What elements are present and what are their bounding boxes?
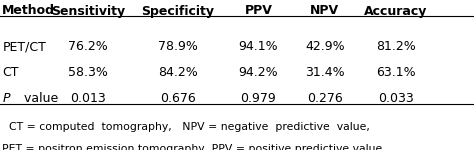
Text: 84.2%: 84.2% bbox=[158, 66, 198, 79]
Text: 76.2%: 76.2% bbox=[68, 40, 108, 54]
Text: 63.1%: 63.1% bbox=[376, 66, 416, 79]
Text: 0.676: 0.676 bbox=[160, 92, 196, 105]
Text: PET = positron emission tomography, PPV = positive predictive value.: PET = positron emission tomography, PPV … bbox=[2, 144, 386, 150]
Text: Specificity: Specificity bbox=[141, 4, 214, 18]
Text: CT = computed  tomography,   NPV = negative  predictive  value,: CT = computed tomography, NPV = negative… bbox=[9, 122, 370, 132]
Text: P: P bbox=[2, 92, 10, 105]
Text: 42.9%: 42.9% bbox=[305, 40, 345, 54]
Text: 0.979: 0.979 bbox=[240, 92, 276, 105]
Text: Method: Method bbox=[2, 4, 55, 18]
Text: value: value bbox=[20, 92, 58, 105]
Text: 31.4%: 31.4% bbox=[305, 66, 345, 79]
Text: 0.033: 0.033 bbox=[378, 92, 414, 105]
Text: 94.2%: 94.2% bbox=[238, 66, 278, 79]
Text: 81.2%: 81.2% bbox=[376, 40, 416, 54]
Text: NPV: NPV bbox=[310, 4, 339, 18]
Text: 0.013: 0.013 bbox=[70, 92, 106, 105]
Text: CT: CT bbox=[2, 66, 19, 79]
Text: 94.1%: 94.1% bbox=[238, 40, 278, 54]
Text: Sensitivity: Sensitivity bbox=[51, 4, 125, 18]
Text: 78.9%: 78.9% bbox=[158, 40, 198, 54]
Text: PPV: PPV bbox=[245, 4, 272, 18]
Text: PET/CT: PET/CT bbox=[2, 40, 46, 54]
Text: 58.3%: 58.3% bbox=[68, 66, 108, 79]
Text: Accuracy: Accuracy bbox=[364, 4, 428, 18]
Text: 0.276: 0.276 bbox=[307, 92, 343, 105]
